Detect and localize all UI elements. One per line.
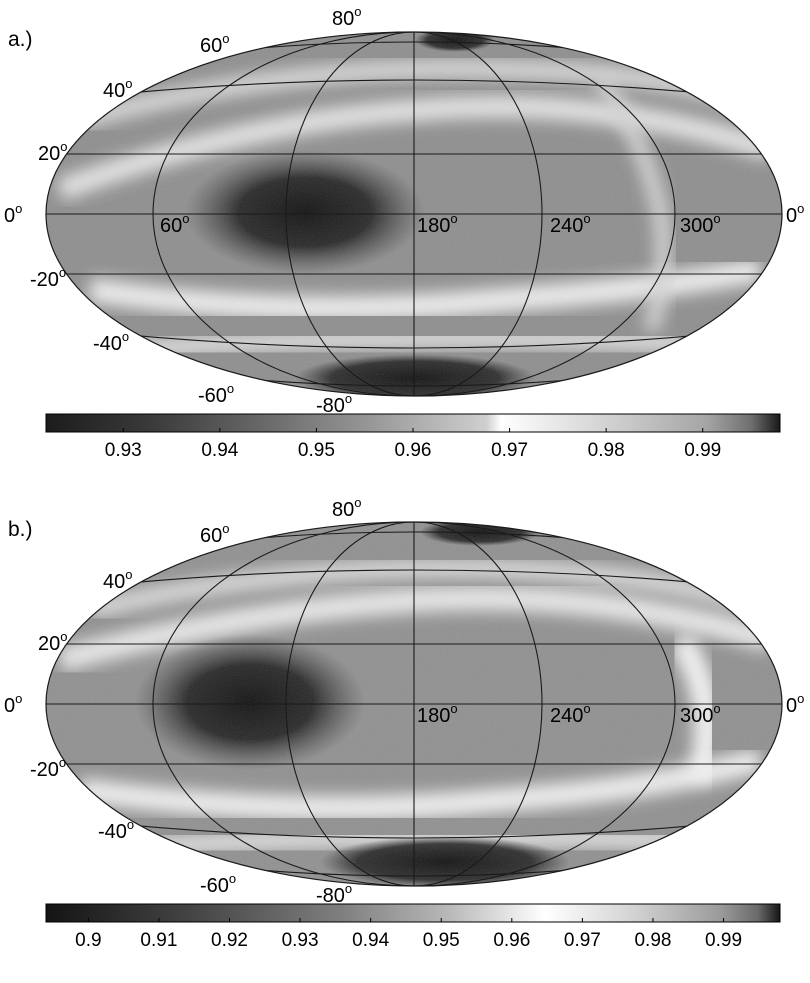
lon-label-300-b: 300o xyxy=(680,701,721,727)
colorbar-tick-label: 0.97 xyxy=(564,930,601,951)
colorbar-tick-label: 0.91 xyxy=(140,930,177,951)
colorbar-tick-label: 0.98 xyxy=(634,930,671,951)
lat-label-40s-b: -40o xyxy=(98,817,134,843)
graticule-a xyxy=(45,31,783,397)
panel-a: a.) xyxy=(4,4,804,461)
colorbar-tick-label: 0.99 xyxy=(684,440,721,461)
lat-label-60s-b: -60o xyxy=(200,871,236,897)
lat-label-20n: 20o xyxy=(38,139,67,165)
lon-label-180-b: 180o xyxy=(417,701,458,727)
lat-label-40n: 40o xyxy=(103,76,132,102)
lat-label-0-b: 0o xyxy=(4,691,22,717)
colorbar-tick-label: 0.96 xyxy=(395,440,432,461)
colorbar-ticks-b: 0.9 0.91 0.92 0.93 0.94 0.95 0.96 0.97 0.98 0.99 xyxy=(75,918,742,951)
colorbar-tick-label: 0.93 xyxy=(105,440,142,461)
lat-label-20n-b: 20o xyxy=(38,629,67,655)
lon-label-360: 0o xyxy=(786,201,804,227)
panel-b: b.) xyxy=(4,495,804,951)
colorbar-tick-label: 0.9 xyxy=(75,930,101,951)
lon-label-60: 60o xyxy=(160,211,189,237)
lat-label-80s-b: -80o xyxy=(316,881,352,907)
colorbar-tick-label: 0.93 xyxy=(282,930,319,951)
lon-label-180: 180o xyxy=(417,211,458,237)
lat-label-80n: 80o xyxy=(332,4,361,30)
colorbar-tick-label: 0.94 xyxy=(201,440,238,461)
colorbar-tick-label: 0.92 xyxy=(211,930,248,951)
lat-label-80n-b: 80o xyxy=(332,495,361,521)
colorbar-tick-label: 0.95 xyxy=(298,440,335,461)
colorbar-tick-label: 0.95 xyxy=(423,930,460,951)
graticule-b xyxy=(45,521,783,887)
lon-label-240-b: 240o xyxy=(550,701,591,727)
lat-label-40n-b: 40o xyxy=(103,567,132,593)
lat-label-20s: -20o xyxy=(30,265,66,291)
lat-label-0: 0o xyxy=(4,201,22,227)
lat-label-60n-b: 60o xyxy=(200,521,229,547)
lat-label-20s-b: -20o xyxy=(30,755,66,781)
lon-label-360-b: 0o xyxy=(786,691,804,717)
lat-label-60n: 60o xyxy=(200,31,229,57)
colorbar-b xyxy=(45,903,781,923)
lon-label-300: 300o xyxy=(680,211,721,237)
lon-label-240: 240o xyxy=(550,211,591,237)
panel-label-a: a.) xyxy=(8,28,33,51)
lat-label-60s: -60o xyxy=(198,381,234,407)
lat-label-80s: -80o xyxy=(316,391,352,417)
panel-label-b: b.) xyxy=(8,518,33,541)
colorbar-tick-label: 0.97 xyxy=(491,440,528,461)
colorbar-tick-label: 0.98 xyxy=(588,440,625,461)
lat-label-40s: -40o xyxy=(93,329,129,355)
colorbar-ticks-a: 0.93 0.94 0.95 0.96 0.97 0.98 0.99 xyxy=(105,428,721,461)
colorbar-tick-label: 0.99 xyxy=(705,930,742,951)
colorbar-tick-label: 0.94 xyxy=(352,930,389,951)
colorbar-tick-label: 0.96 xyxy=(493,930,530,951)
